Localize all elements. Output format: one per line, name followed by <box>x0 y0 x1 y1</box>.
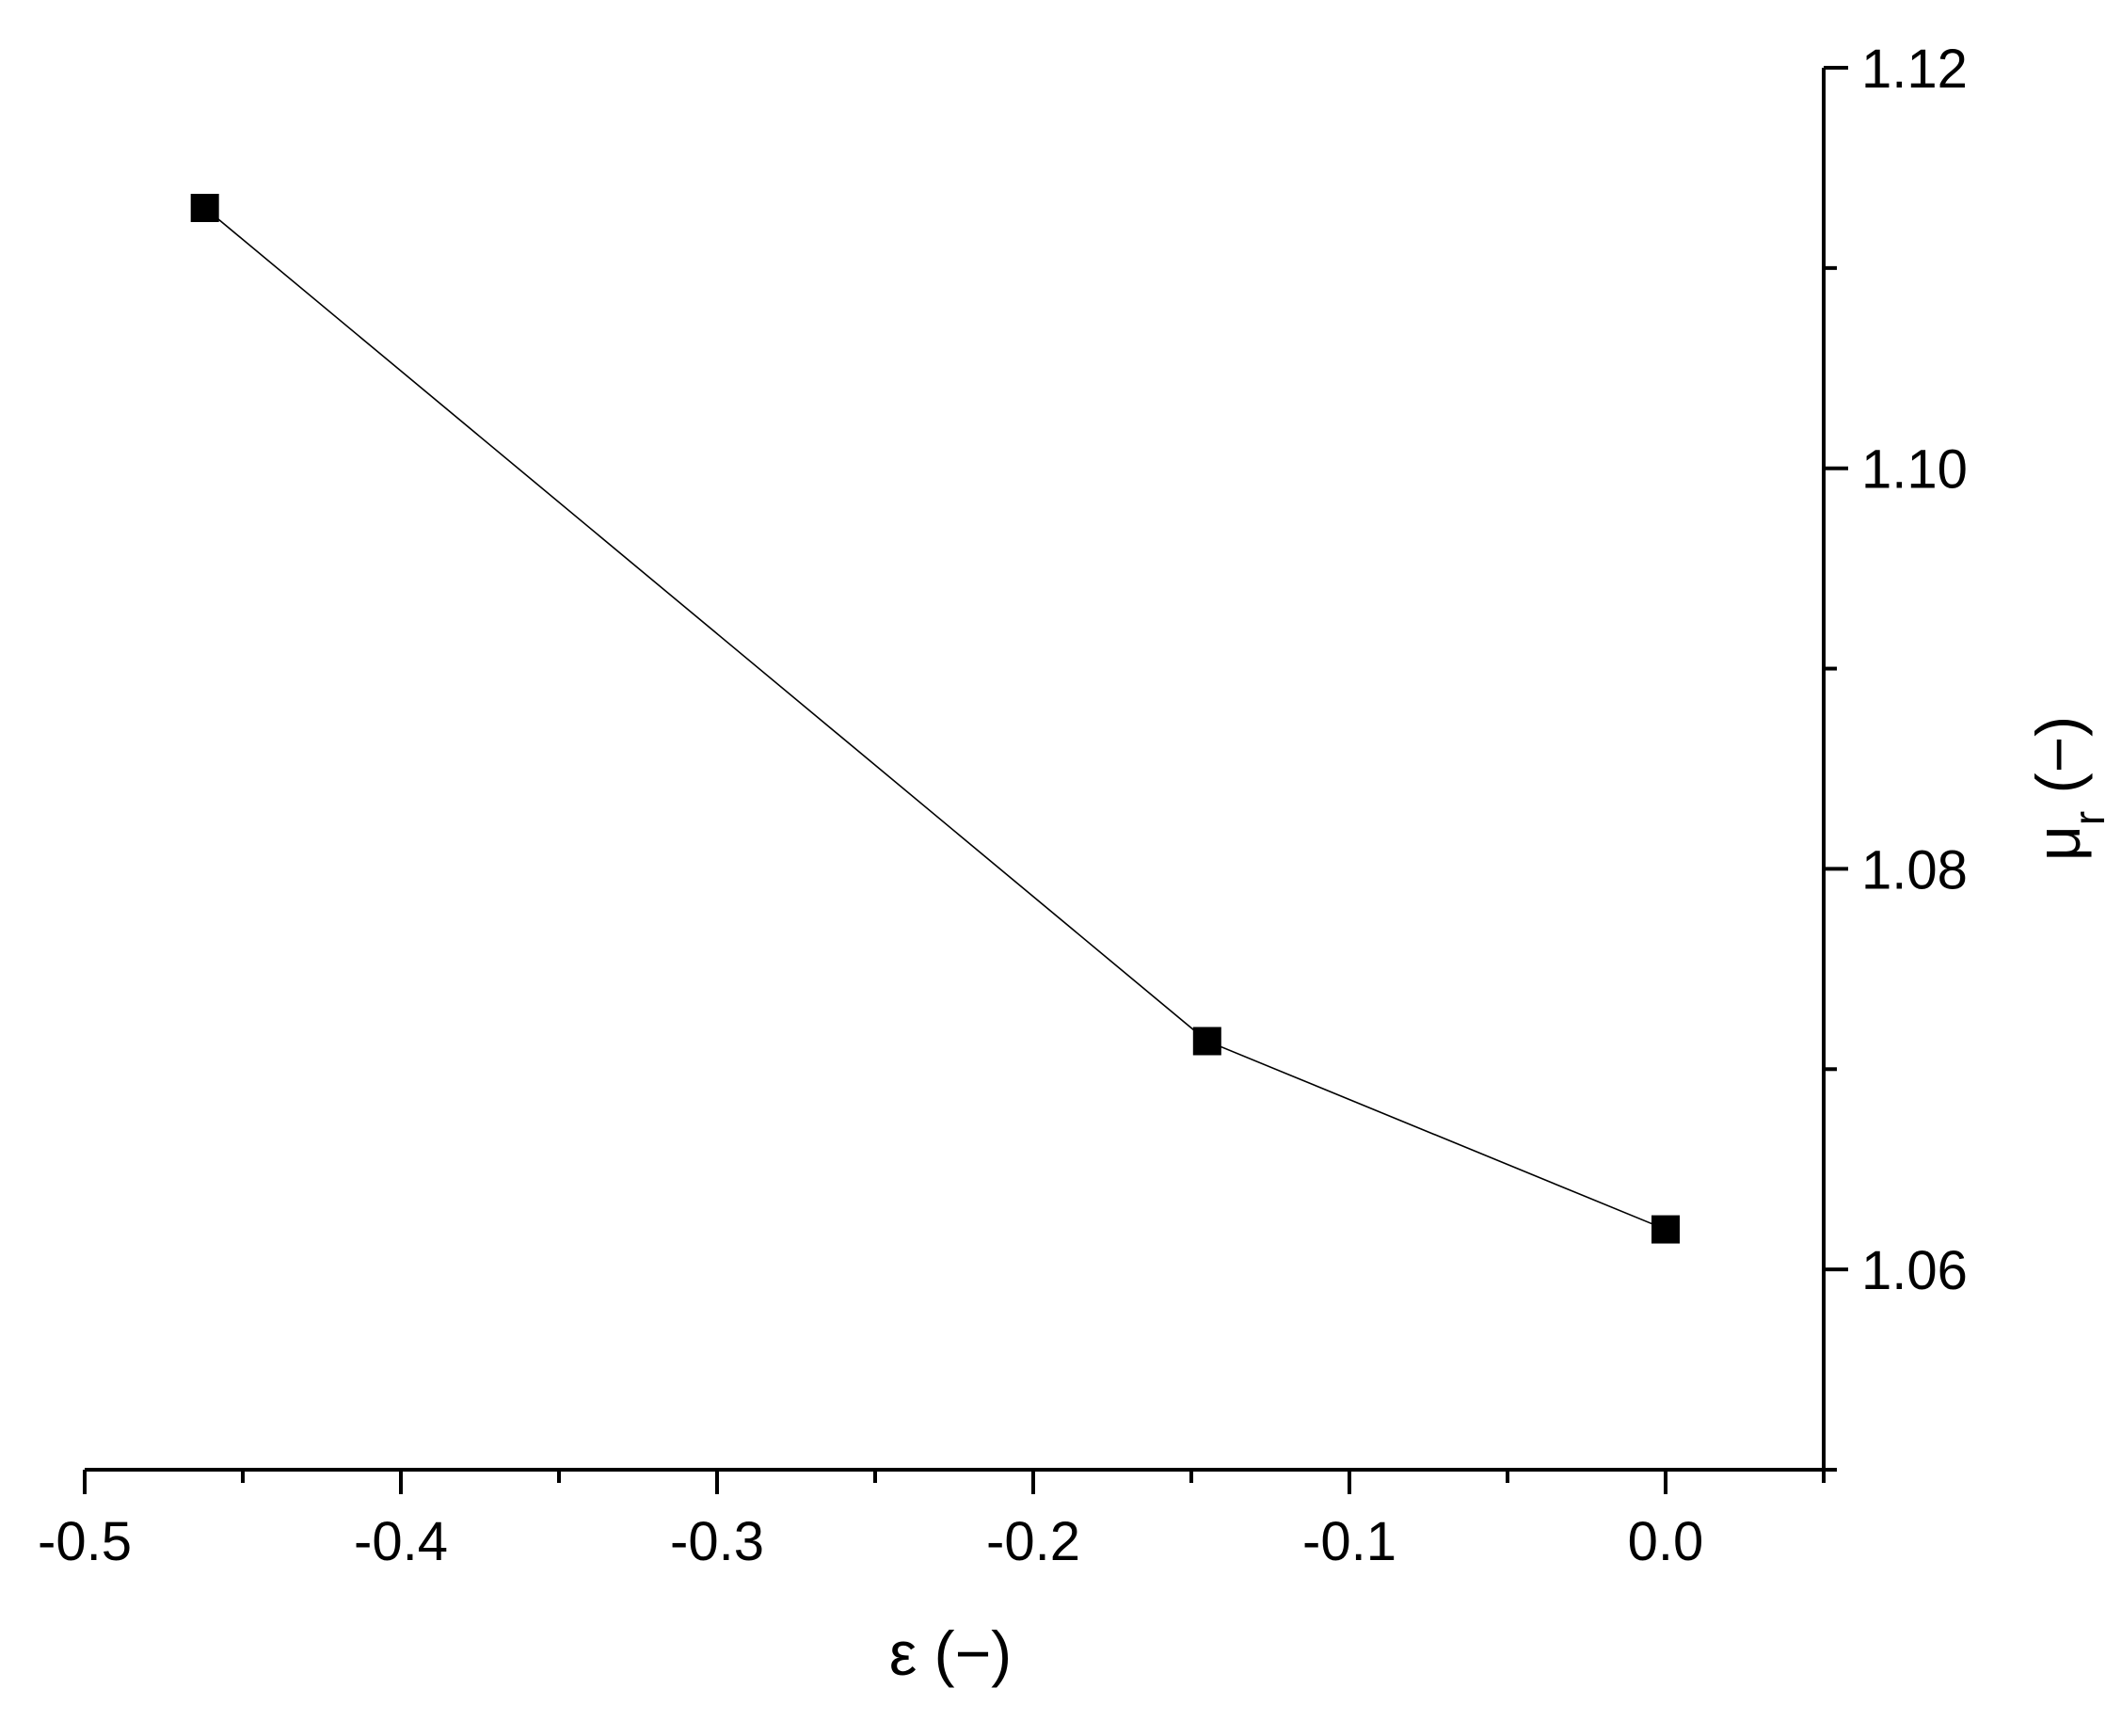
x-tick-label: -0.3 <box>670 1511 764 1572</box>
x-tick-label: -0.1 <box>1302 1511 1396 1572</box>
y-axis-label-symbol: μ <box>2023 825 2093 861</box>
data-point-square <box>1192 1027 1221 1056</box>
y-axis-label: μr (−) <box>2023 716 2106 861</box>
data-point-square <box>1651 1215 1680 1244</box>
x-tick-label: 0.0 <box>1628 1511 1704 1572</box>
data-point-square <box>190 194 219 222</box>
y-axis-label-unit: (−) <box>2023 716 2093 811</box>
y-tick-label: 1.10 <box>1861 439 1968 501</box>
y-tick-label: 1.08 <box>1861 839 1968 900</box>
series-line <box>204 207 1667 1231</box>
y-tick-label: 1.12 <box>1861 39 1968 100</box>
x-tick-label: -0.4 <box>354 1511 448 1572</box>
x-axis-label: ε (−) <box>889 1618 1012 1688</box>
y-tick-label: 1.06 <box>1861 1240 1968 1301</box>
y-axis-label-subscript: r <box>2065 811 2106 825</box>
series-layer <box>190 194 1680 1244</box>
x-tick-label: -0.2 <box>986 1511 1080 1572</box>
x-tick-label: -0.5 <box>38 1511 132 1572</box>
axes: -0.5 -0.4 -0.3 -0.2 -0.1 0.0 1.06 1.08 1.10 1.12 <box>38 39 1968 1572</box>
